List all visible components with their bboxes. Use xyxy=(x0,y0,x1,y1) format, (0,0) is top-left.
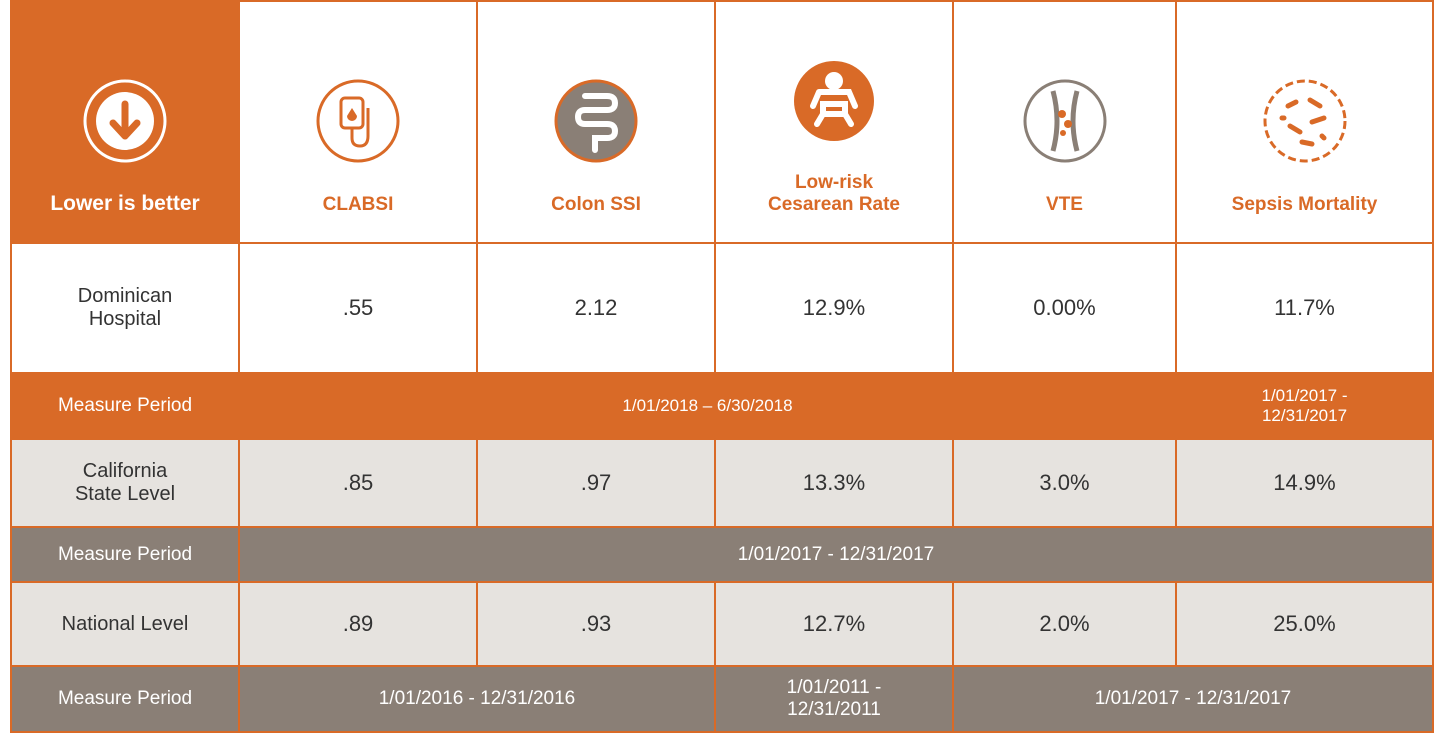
period-cell: 1/01/2017 - 12/31/2017 xyxy=(238,526,1434,583)
header-row: Lower is better CLABSI Colon SSI Low-ris… xyxy=(10,0,1434,244)
row-label: Dominican Hospital xyxy=(10,242,240,374)
cell: 2.0% xyxy=(952,581,1177,667)
period-cell: 1/01/2016 - 12/31/2016 xyxy=(238,665,716,733)
cell: .97 xyxy=(476,438,716,528)
period-cell: 1/01/2017 - 12/31/2017 xyxy=(1175,372,1434,440)
row: California State Level .85.97 13.3% 3.0% 14… xyxy=(10,438,1434,528)
period-cell: 1/01/2011 - 12/31/2011 xyxy=(714,665,954,733)
cell: 2.12 xyxy=(476,242,716,374)
header-cell: VTE xyxy=(952,0,1177,244)
period-cell: 1/01/2018 – 6/30/2018 xyxy=(238,372,1177,440)
bacteria-icon xyxy=(1263,79,1346,163)
cell: .89 xyxy=(238,581,478,667)
header-cell: Sepsis Mortality xyxy=(1175,0,1434,244)
cell: 12.7% xyxy=(714,581,954,667)
cell: 13.3% xyxy=(714,438,954,528)
row-label: California State Level xyxy=(10,438,240,528)
column-label: Low-risk Cesarean Rate xyxy=(767,172,901,215)
period-cell: 1/01/2017 - 12/31/2017 xyxy=(952,665,1434,733)
iv-icon xyxy=(316,79,400,163)
cell: 11.7% xyxy=(1175,242,1434,374)
row-label-text: California State Level xyxy=(74,460,176,505)
row-label-text: Dominican Hospital xyxy=(77,285,173,330)
header-cell: CLABSI xyxy=(238,0,478,244)
column-label: Colon SSI xyxy=(551,194,641,215)
header-cell: Colon SSI xyxy=(476,0,716,244)
row-label: Measure Period xyxy=(10,526,240,583)
column-label: VTE xyxy=(1046,194,1083,215)
cell: 25.0% xyxy=(1175,581,1434,667)
period-text: 1/01/2017 - 12/31/2017 xyxy=(1261,386,1348,425)
row-label: Measure Period xyxy=(10,665,240,733)
arrow-icon xyxy=(83,79,167,163)
period-row: Measure Period 1/01/2016 - 12/31/2016 1/… xyxy=(10,665,1434,733)
cell: 14.9% xyxy=(1175,438,1434,528)
cell: 12.9% xyxy=(714,242,954,374)
header-cell: Low-risk Cesarean Rate xyxy=(714,0,954,244)
column-label: Sepsis Mortality xyxy=(1231,194,1378,215)
cell: 0.00% xyxy=(952,242,1177,374)
row: Dominican Hospital .55 2.12 12.9% 0.00% 11.7… xyxy=(10,242,1434,374)
header-cell: Lower is better xyxy=(10,0,240,244)
period-text: 1/01/2011 - 12/31/2011 xyxy=(786,677,882,720)
period-row: Measure Period 1/01/2018 – 6/30/2018 1/0… xyxy=(10,372,1434,440)
column-label: CLABSI xyxy=(322,194,394,215)
quality-table: Lower is better CLABSI Colon SSI Low-ris… xyxy=(10,0,1434,733)
colon-icon xyxy=(554,79,638,163)
cell: .93 xyxy=(476,581,716,667)
cell: .85 xyxy=(238,438,478,528)
row-label: Measure Period xyxy=(10,372,240,440)
baby-icon xyxy=(794,61,874,141)
period-row: Measure Period 1/01/2017 - 12/31/2017 xyxy=(10,526,1434,583)
row: National Level .89.93 12.7% 2.0% 25.0% xyxy=(10,581,1434,667)
cell: .55 xyxy=(238,242,478,374)
header-label: Lower is better xyxy=(50,192,200,215)
row-label: National Level xyxy=(10,581,240,667)
cell: 3.0% xyxy=(952,438,1177,528)
vein-icon xyxy=(1023,79,1106,163)
